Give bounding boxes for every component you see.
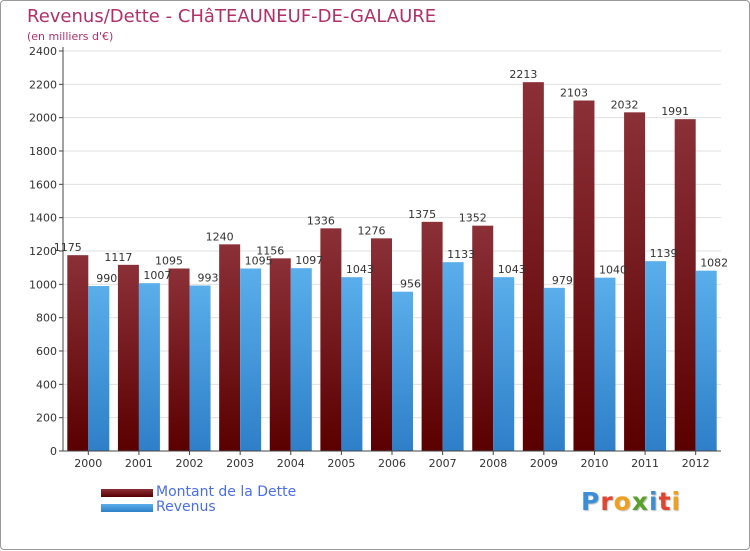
bar-revenus-2004 — [290, 268, 312, 451]
bar-revenus-2006 — [392, 291, 413, 451]
data-label-dette-2005: 1336 — [307, 214, 335, 227]
bar-dette-2002 — [168, 268, 190, 451]
axes: 0 200 400 600 800 1000 1200 1400 1600 1800 2000 220… — [29, 45, 721, 470]
data-label-dette-2012: 1991 — [661, 105, 689, 118]
x-tick-label-2004: 2004 — [277, 457, 305, 470]
data-label-revenus-2006: 956 — [400, 278, 421, 291]
y-tick-label: 2400 — [29, 45, 57, 58]
data-label-revenus-2002: 993 — [198, 272, 219, 285]
chart-title: Revenus/Dette - CHâTEAUNEUF-DE-GALAURE — [27, 6, 437, 27]
bar-revenus-2007 — [442, 262, 464, 451]
bar-revenus-2012 — [695, 270, 717, 451]
data-label-revenus-2010: 1040 — [599, 264, 627, 277]
proxiti-logo: Proxiti — [581, 487, 681, 516]
data-label-dette-2008: 1352 — [459, 212, 487, 225]
data-label-dette-2000: 1175 — [54, 241, 82, 254]
y-tick-label: 1200 — [29, 245, 57, 258]
legend-swatch-dette — [101, 489, 153, 497]
bar-dette-2007 — [421, 221, 443, 451]
legend-label-revenus: Revenus — [156, 499, 216, 515]
legend-swatch-revenus — [101, 504, 153, 512]
bar-revenus-2011 — [645, 261, 667, 451]
x-tick-label-2002: 2002 — [176, 457, 204, 470]
data-label-revenus-2007: 1133 — [447, 248, 475, 261]
x-tick-label-2012: 2012 — [682, 457, 710, 470]
bar-dette-2003 — [219, 244, 241, 451]
x-tick-label-2007: 2007 — [429, 457, 457, 470]
bar-revenus-2001 — [138, 283, 160, 451]
bar-revenus-2002 — [189, 285, 211, 451]
x-tick-label-2000: 2000 — [74, 457, 102, 470]
x-tick-label-2006: 2006 — [378, 457, 406, 470]
data-label-revenus-2004: 1097 — [295, 254, 323, 267]
bar-dette-2008 — [472, 225, 494, 451]
data-label-dette-2003: 1240 — [206, 230, 234, 243]
y-tick-label: 200 — [36, 412, 57, 425]
data-label-revenus-2003: 1095 — [245, 255, 273, 268]
y-tick-label: 1000 — [29, 278, 57, 291]
data-labels: 1175990111710071095993124010951156109713… — [54, 68, 728, 291]
data-label-revenus-2005: 1043 — [346, 263, 374, 276]
x-tick-label-2010: 2010 — [580, 457, 608, 470]
bars — [67, 82, 717, 452]
data-label-revenus-2008: 1043 — [498, 263, 526, 276]
logo-letter: r — [600, 487, 614, 516]
y-tick-label: 0 — [50, 445, 57, 458]
y-tick-label: 800 — [36, 312, 57, 325]
logo-letter: x — [631, 487, 649, 516]
bar-dette-2005 — [320, 228, 342, 451]
chart-subtitle: (en milliers d'€) — [27, 30, 114, 43]
bar-dette-2010 — [573, 100, 595, 451]
legend-label-dette: Montant de la Dette — [156, 484, 297, 500]
logo-letter: i — [671, 487, 682, 516]
x-tick-label-2011: 2011 — [631, 457, 659, 470]
bar-dette-2006 — [371, 238, 392, 451]
y-tick-label: 2000 — [29, 112, 57, 125]
logo-letter: P — [581, 487, 601, 516]
logo-letter: o — [613, 487, 632, 516]
y-tick-label: 1600 — [29, 178, 57, 191]
bar-revenus-2008 — [493, 277, 515, 451]
data-label-revenus-2000: 990 — [96, 272, 117, 285]
bar-revenus-2005 — [341, 277, 363, 451]
y-tick-label: 2200 — [29, 78, 57, 91]
data-label-dette-2006: 1276 — [358, 224, 386, 237]
bar-dette-2000 — [67, 255, 89, 451]
bar-dette-2012 — [674, 119, 696, 452]
x-tick-label-2009: 2009 — [530, 457, 558, 470]
y-tick-label: 1400 — [29, 212, 57, 225]
data-label-revenus-2001: 1007 — [143, 269, 171, 282]
x-tick-label-2003: 2003 — [226, 457, 254, 470]
logo-letter: i — [649, 487, 659, 516]
data-label-revenus-2012: 1082 — [700, 257, 728, 270]
bar-dette-2001 — [117, 264, 139, 451]
data-label-revenus-2011: 1139 — [650, 247, 678, 260]
bar-dette-2009 — [522, 82, 544, 452]
bar-dette-2004 — [269, 258, 291, 451]
data-label-dette-2010: 2103 — [560, 87, 588, 100]
data-label-dette-2004: 1156 — [256, 244, 284, 257]
logo-letter: t — [658, 487, 672, 516]
bar-revenus-2009 — [543, 287, 565, 451]
x-tick-label-2005: 2005 — [327, 457, 355, 470]
data-label-revenus-2009: 979 — [552, 274, 573, 287]
bar-revenus-2000 — [88, 286, 110, 451]
data-label-dette-2002: 1095 — [155, 255, 183, 268]
y-tick-label: 600 — [36, 345, 57, 358]
data-label-dette-2011: 2032 — [611, 98, 639, 111]
data-label-dette-2007: 1375 — [408, 208, 436, 221]
bar-revenus-2010 — [594, 277, 616, 451]
data-label-dette-2009: 2213 — [509, 68, 537, 81]
bar-dette-2011 — [624, 112, 646, 451]
bar-revenus-2003 — [240, 268, 262, 451]
data-label-dette-2001: 1117 — [104, 251, 132, 264]
y-tick-label: 400 — [36, 378, 57, 391]
x-tick-label-2001: 2001 — [125, 457, 153, 470]
x-tick-label-2008: 2008 — [479, 457, 507, 470]
y-tick-label: 1800 — [29, 145, 57, 158]
